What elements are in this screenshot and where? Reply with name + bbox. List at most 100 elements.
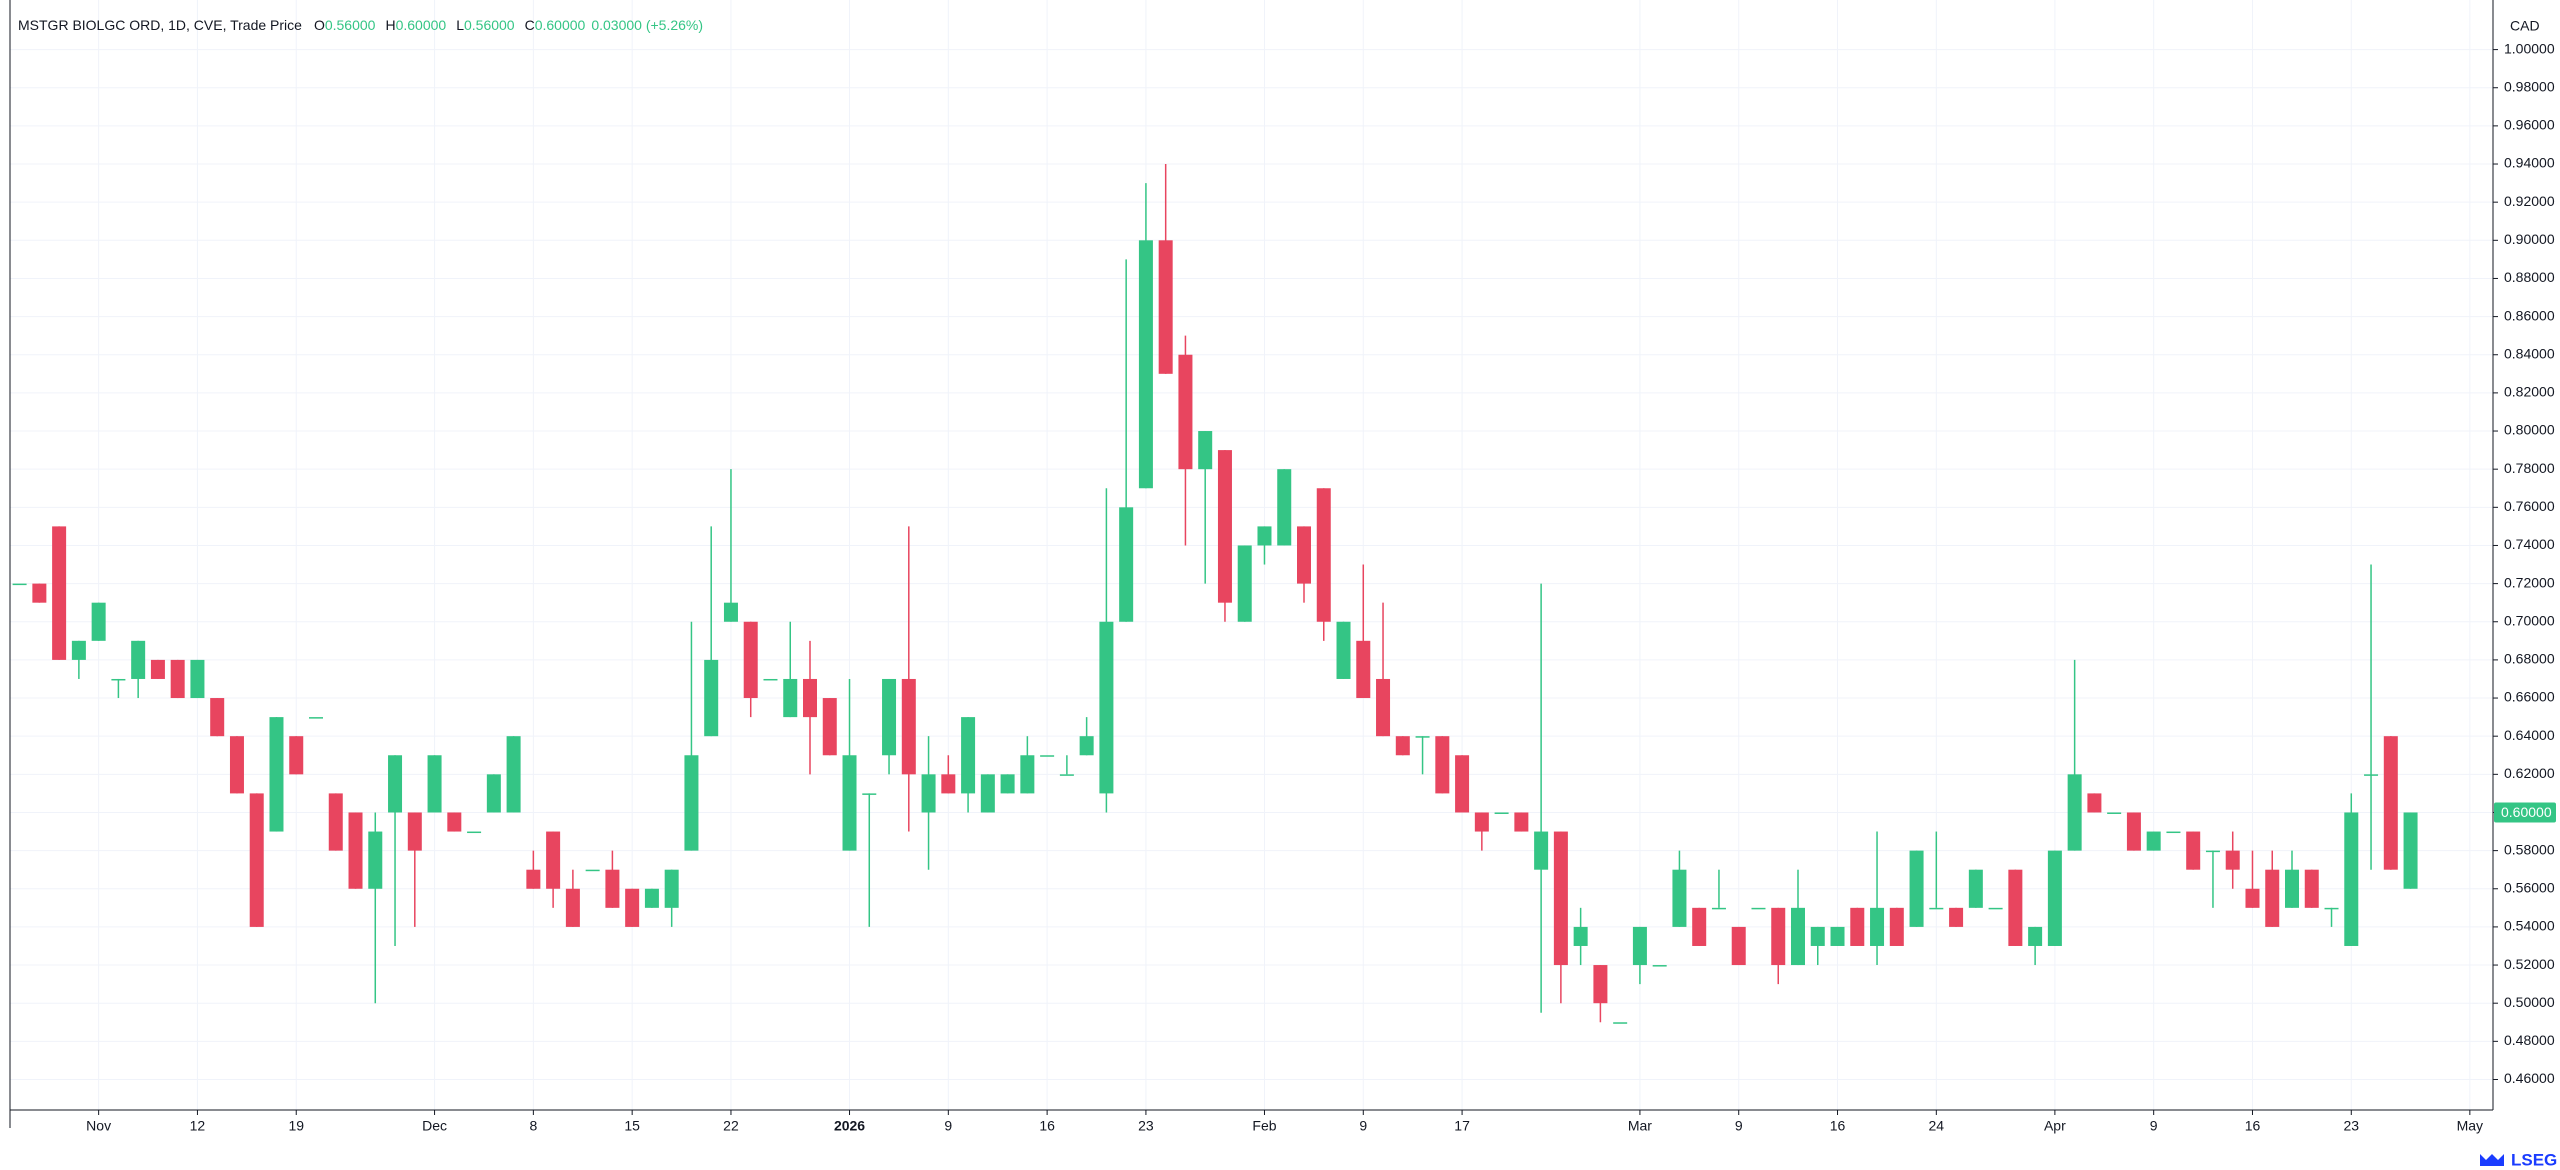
candle-body [2324, 907, 2339, 910]
candle-body [605, 869, 620, 908]
candle-body [1514, 812, 1529, 832]
y-tick-label: 0.84000 [2504, 345, 2555, 361]
candle-body [348, 812, 363, 889]
y-tick-label: 0.70000 [2504, 612, 2555, 628]
candle-body [2107, 812, 2122, 814]
candle-body [249, 793, 264, 927]
candle-body [427, 755, 442, 813]
x-tick-label: Dec [422, 1118, 447, 1134]
logo: LSEG [2480, 1150, 2557, 1169]
x-tick-label: 16 [1830, 1118, 1846, 1134]
candle-body [1079, 736, 1094, 756]
y-tick-label: 0.76000 [2504, 498, 2555, 514]
candle-body [506, 736, 521, 813]
last-price-label: 0.60000 [2501, 804, 2552, 820]
candle-body [1810, 926, 1825, 946]
candle-body [368, 831, 383, 889]
candle-body [565, 888, 580, 927]
candle-body [2166, 831, 2181, 834]
candle-body [467, 831, 482, 834]
candle-body [328, 793, 343, 851]
candle-body [704, 659, 719, 737]
readout-key: C [525, 17, 535, 33]
y-tick-label: 0.90000 [2504, 231, 2555, 247]
candle-body [625, 888, 640, 927]
candle-body [2186, 831, 2201, 870]
candle-body [2008, 869, 2023, 946]
x-tick-label: 2026 [834, 1118, 865, 1134]
x-tick-label: Feb [1252, 1118, 1276, 1134]
candle-body [1968, 869, 1983, 908]
candle-body [980, 774, 995, 813]
candle-body [763, 678, 778, 681]
candle-body [2067, 774, 2082, 851]
candle-body [2304, 869, 2319, 908]
candle-body [1771, 907, 1786, 966]
y-tick-label: 0.74000 [2504, 536, 2555, 552]
candle-body [170, 659, 185, 699]
candle-body [1158, 240, 1173, 374]
candle-body [585, 869, 600, 872]
x-tick-label: Apr [2044, 1118, 2066, 1134]
candle-body [1929, 907, 1944, 910]
x-tick-label: 9 [944, 1118, 952, 1134]
axes: 0.46000 0.48000 0.50000 0.52000 0.54000 0.560… [86, 40, 2556, 1134]
candle-body [1731, 926, 1746, 966]
candle-body [447, 812, 462, 832]
x-tick-label: 12 [190, 1118, 206, 1134]
candle-body [546, 831, 561, 889]
y-tick-label: 0.82000 [2504, 384, 2555, 400]
readout-value: 0.60000 [396, 17, 447, 33]
candle-body [12, 583, 27, 586]
candle-body [2146, 831, 2161, 851]
candle-body [486, 774, 501, 813]
candle-body [901, 678, 916, 775]
candle-body [1494, 812, 1509, 814]
y-tick-label: 0.88000 [2504, 269, 2555, 285]
candle-body [1949, 907, 1964, 927]
candle-body [1613, 1022, 1628, 1024]
candle-body [52, 526, 67, 660]
x-tick-label: 22 [723, 1118, 739, 1134]
candle-body [289, 736, 304, 775]
candle-body [150, 659, 165, 679]
candle-body [664, 869, 679, 908]
candle-body [131, 640, 146, 679]
x-tick-label: 8 [529, 1118, 537, 1134]
x-tick-label: 24 [1929, 1118, 1945, 1134]
candle-body [1415, 736, 1430, 738]
candle-body [1257, 526, 1272, 546]
candle-body [1988, 907, 2003, 910]
change: 0.03000 (+5.26%) [591, 17, 703, 33]
candle-body [723, 602, 738, 622]
y-tick-label: 0.72000 [2504, 574, 2555, 590]
y-tick-label: 0.80000 [2504, 422, 2555, 438]
candle-body [32, 583, 47, 603]
candle-body [644, 888, 659, 908]
candle-body [190, 659, 205, 699]
candle-body [1119, 507, 1134, 622]
y-tick-label: 0.78000 [2504, 460, 2555, 476]
candle-body [1040, 755, 1055, 757]
y-tick-label: 0.68000 [2504, 651, 2555, 667]
candle-body [1791, 907, 1805, 966]
y-tick-label: 0.58000 [2504, 841, 2555, 857]
readout-value: 0.56000 [325, 17, 376, 33]
readout-value: 0.60000 [535, 17, 586, 33]
candle-body [1455, 755, 1470, 813]
candle-body [91, 602, 106, 641]
y-tick-label: 0.62000 [2504, 765, 2555, 781]
y-tick-label: 0.94000 [2504, 155, 2555, 171]
x-tick-label: 9 [1359, 1118, 1367, 1134]
candle-body [1652, 965, 1667, 967]
candle-body [2225, 850, 2240, 870]
candle-body [2028, 926, 2043, 946]
x-tick-label: 23 [2343, 1118, 2359, 1134]
candle-body [2087, 793, 2102, 813]
candle-body [1830, 926, 1845, 946]
candle-body [1593, 965, 1608, 1004]
y-tick-label: 0.64000 [2504, 727, 2555, 743]
title: MSTGR BIOLGC ORD, 1D, CVE, Trade Price [18, 17, 302, 33]
candle-body [1909, 850, 1924, 927]
